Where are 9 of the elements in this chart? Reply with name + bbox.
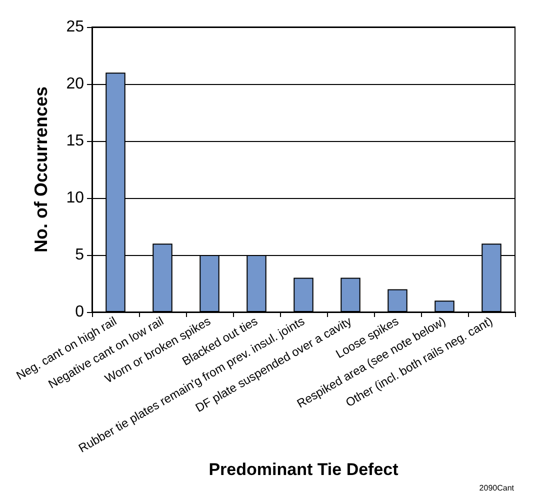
y-tick-label: 25 (66, 18, 84, 36)
x-axis-title: Predominant Tie Defect (208, 460, 399, 480)
y-axis-title: No. of Occurrences (31, 86, 51, 253)
y-tick-label: 20 (66, 76, 84, 92)
y-tick-label: 15 (66, 132, 84, 150)
y-tick-label: 5 (75, 246, 84, 264)
y-tick-label: 0 (75, 304, 84, 320)
y-tick-label: 10 (66, 190, 84, 206)
text: 2090Cant (479, 484, 515, 492)
